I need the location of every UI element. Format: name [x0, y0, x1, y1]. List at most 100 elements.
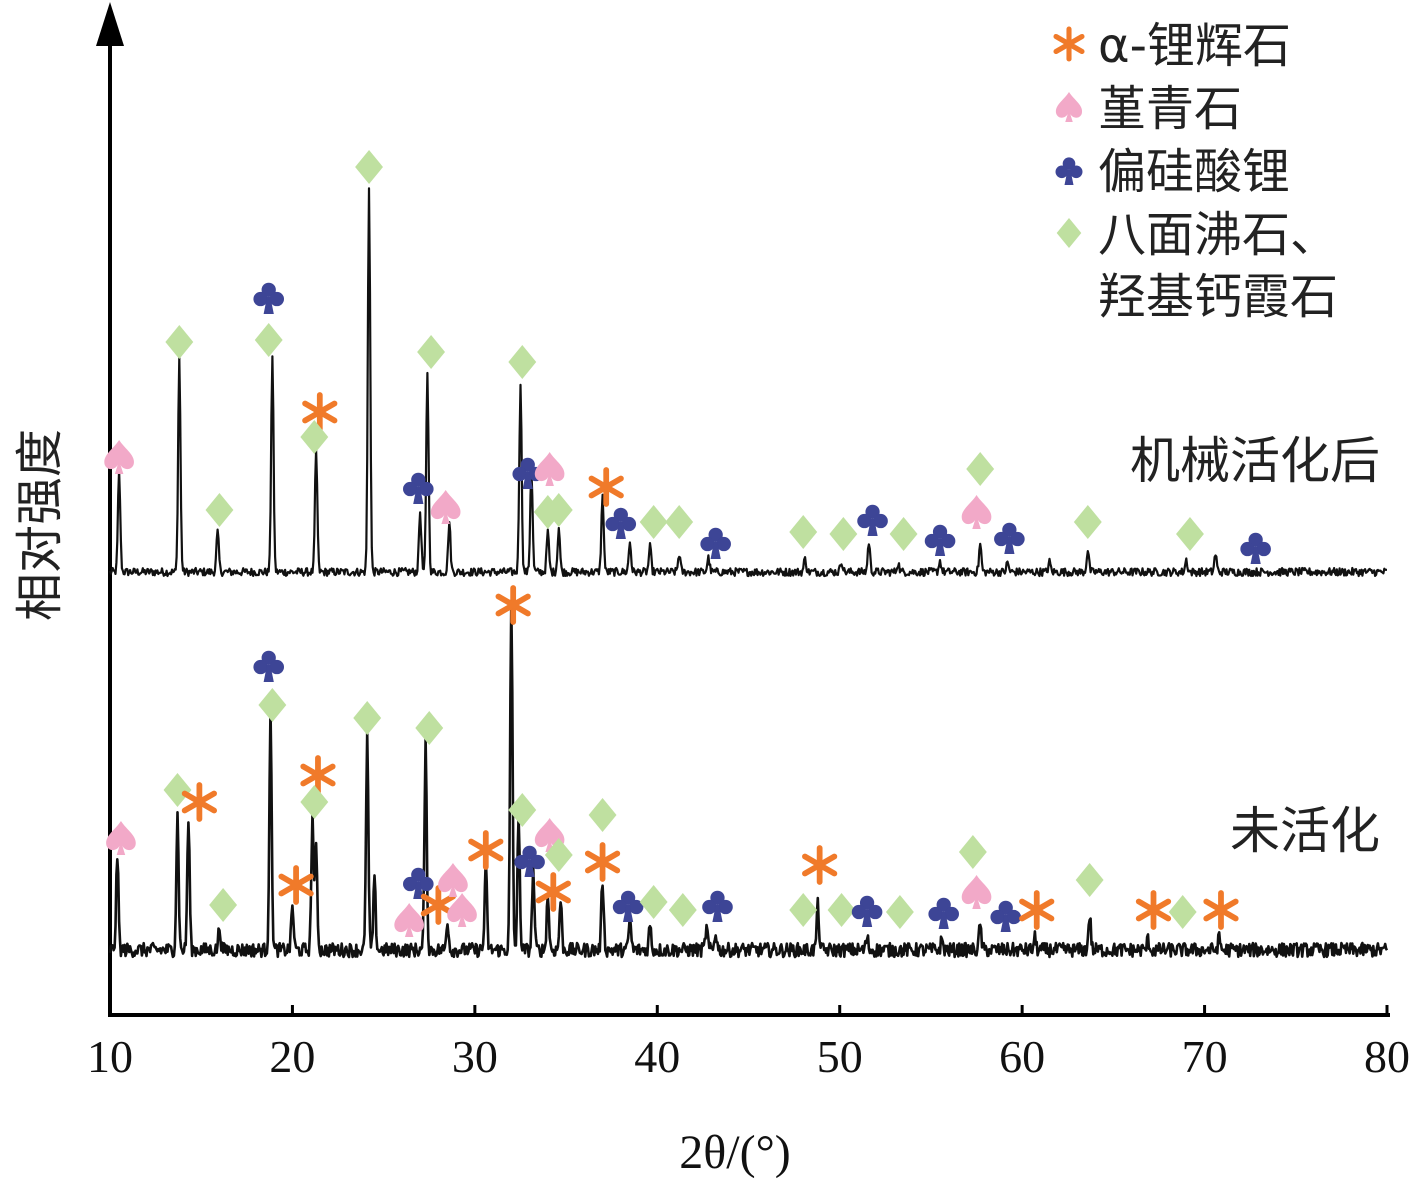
phase-markers	[104, 150, 1271, 937]
xrd-trace	[108, 187, 1388, 578]
faujasite_hydroxycancrinite-marker	[1168, 895, 1197, 929]
faujasite_hydroxycancrinite-marker	[544, 838, 573, 872]
faujasite_hydroxycancrinite-marker	[885, 895, 914, 929]
cordierite-marker	[961, 495, 992, 529]
faujasite_hydroxycancrinite-marker	[508, 793, 537, 827]
spodumene-marker	[1203, 890, 1239, 930]
lithium_metasilicate-marker	[928, 897, 959, 929]
faujasite_hydroxycancrinite-marker	[258, 688, 287, 722]
lithium_metasilicate-marker	[702, 890, 733, 922]
lithium_metasilicate-marker	[700, 527, 731, 559]
cordierite-marker	[394, 903, 425, 937]
faujasite_hydroxycancrinite-marker	[665, 505, 694, 539]
faujasite_hydroxycancrinite-marker	[789, 893, 818, 927]
lithium_metasilicate-marker	[924, 524, 956, 556]
spodumene-marker	[588, 467, 624, 507]
axes	[96, 2, 1390, 1017]
lithium_metasilicate-marker	[851, 895, 883, 927]
cordierite-marker	[447, 893, 477, 927]
cordierite-marker	[961, 875, 992, 909]
lithium_metasilicate-marker	[990, 900, 1022, 932]
faujasite_hydroxycancrinite-marker	[163, 773, 192, 807]
x-ticks: 10 20 30 40 50 60 70 80	[87, 1005, 1410, 1082]
spodumene-marker	[302, 392, 338, 432]
traces	[108, 187, 1389, 959]
spodumene-marker	[181, 782, 218, 822]
x-tick-label: 10	[87, 1031, 133, 1082]
legend-label: 堇青石	[1098, 81, 1242, 137]
xrd-trace	[108, 599, 1389, 959]
spodumene-marker	[584, 842, 621, 882]
lithium_metasilicate-marker	[857, 504, 888, 536]
cordierite-marker	[106, 821, 136, 855]
spodumene-marker	[278, 865, 314, 905]
faujasite_hydroxycancrinite-legend-icon	[1056, 218, 1082, 248]
faujasite_hydroxycancrinite-marker	[966, 452, 995, 486]
faujasite_hydroxycancrinite-marker	[1075, 863, 1104, 897]
faujasite_hydroxycancrinite-marker	[889, 517, 918, 551]
faujasite_hydroxycancrinite-marker	[668, 893, 697, 927]
faujasite_hydroxycancrinite-marker	[588, 798, 617, 832]
x-tick-label: 40	[634, 1031, 680, 1082]
faujasite_hydroxycancrinite-marker	[415, 711, 444, 745]
legend-label: 羟基钙霞石	[1098, 269, 1338, 325]
faujasite_hydroxycancrinite-marker	[209, 888, 238, 922]
faujasite_hydroxycancrinite-marker	[353, 701, 382, 735]
cordierite-marker	[104, 440, 134, 474]
spodumene-marker	[535, 872, 571, 912]
x-tick-label: 20	[269, 1031, 315, 1082]
faujasite_hydroxycancrinite-marker	[1176, 517, 1204, 551]
lithium_metasilicate-marker	[403, 867, 434, 899]
faujasite_hydroxycancrinite-marker	[508, 345, 537, 379]
series-label: 机械活化后	[1130, 432, 1380, 490]
spodumene-legend-icon	[1053, 26, 1085, 62]
x-tick-label: 60	[999, 1031, 1045, 1082]
lithium_metasilicate-marker	[1240, 532, 1271, 564]
y-axis-title: 相对强度	[12, 429, 68, 621]
spodumene-marker	[300, 755, 336, 795]
lithium_metasilicate-marker	[253, 650, 285, 682]
cordierite-marker	[430, 490, 461, 524]
faujasite_hydroxycancrinite-marker	[300, 785, 329, 819]
lithium_metasilicate-marker	[605, 507, 637, 539]
faujasite_hydroxycancrinite-marker	[165, 325, 194, 359]
faujasite_hydroxycancrinite-marker	[639, 505, 668, 539]
legend-label: α-锂辉石	[1098, 18, 1291, 74]
faujasite_hydroxycancrinite-marker	[205, 493, 234, 527]
lithium_metasilicate-marker	[514, 845, 545, 877]
legend-label: 八面沸石、	[1098, 207, 1338, 263]
cordierite-legend-icon	[1055, 92, 1083, 122]
cordierite-marker	[438, 863, 468, 897]
faujasite_hydroxycancrinite-marker	[829, 517, 858, 551]
x-axis-title: 2θ/(°)	[679, 1126, 791, 1179]
spodumene-marker	[495, 585, 531, 625]
x-tick-label: 50	[817, 1031, 863, 1082]
faujasite_hydroxycancrinite-marker	[958, 835, 987, 869]
lithium_metasilicate-marker	[612, 890, 644, 922]
faujasite_hydroxycancrinite-marker	[355, 150, 383, 184]
faujasite_hydroxycancrinite-marker	[300, 420, 329, 454]
spodumene-marker	[802, 845, 838, 885]
lithium_metasilicate-marker	[403, 472, 434, 504]
legend-label: 偏硅酸锂	[1098, 144, 1290, 200]
x-tick-label: 70	[1182, 1031, 1228, 1082]
spodumene-marker	[468, 830, 504, 870]
faujasite_hydroxycancrinite-marker	[1073, 505, 1102, 539]
faujasite_hydroxycancrinite-marker	[544, 493, 573, 527]
x-tick-label: 80	[1364, 1031, 1410, 1082]
y-axis-arrow	[96, 2, 124, 46]
spodumene-marker	[1019, 890, 1055, 930]
lithium_metasilicate-marker	[994, 522, 1025, 554]
lithium_metasilicate-legend-icon	[1055, 157, 1083, 185]
series-label: 未活化	[1230, 802, 1380, 860]
faujasite_hydroxycancrinite-marker	[789, 515, 818, 549]
faujasite_hydroxycancrinite-marker	[417, 335, 446, 369]
x-tick-label: 30	[452, 1031, 498, 1082]
faujasite_hydroxycancrinite-marker	[827, 893, 856, 927]
lithium_metasilicate-marker	[253, 282, 285, 314]
faujasite_hydroxycancrinite-marker	[254, 323, 283, 357]
cordierite-marker	[534, 452, 565, 486]
